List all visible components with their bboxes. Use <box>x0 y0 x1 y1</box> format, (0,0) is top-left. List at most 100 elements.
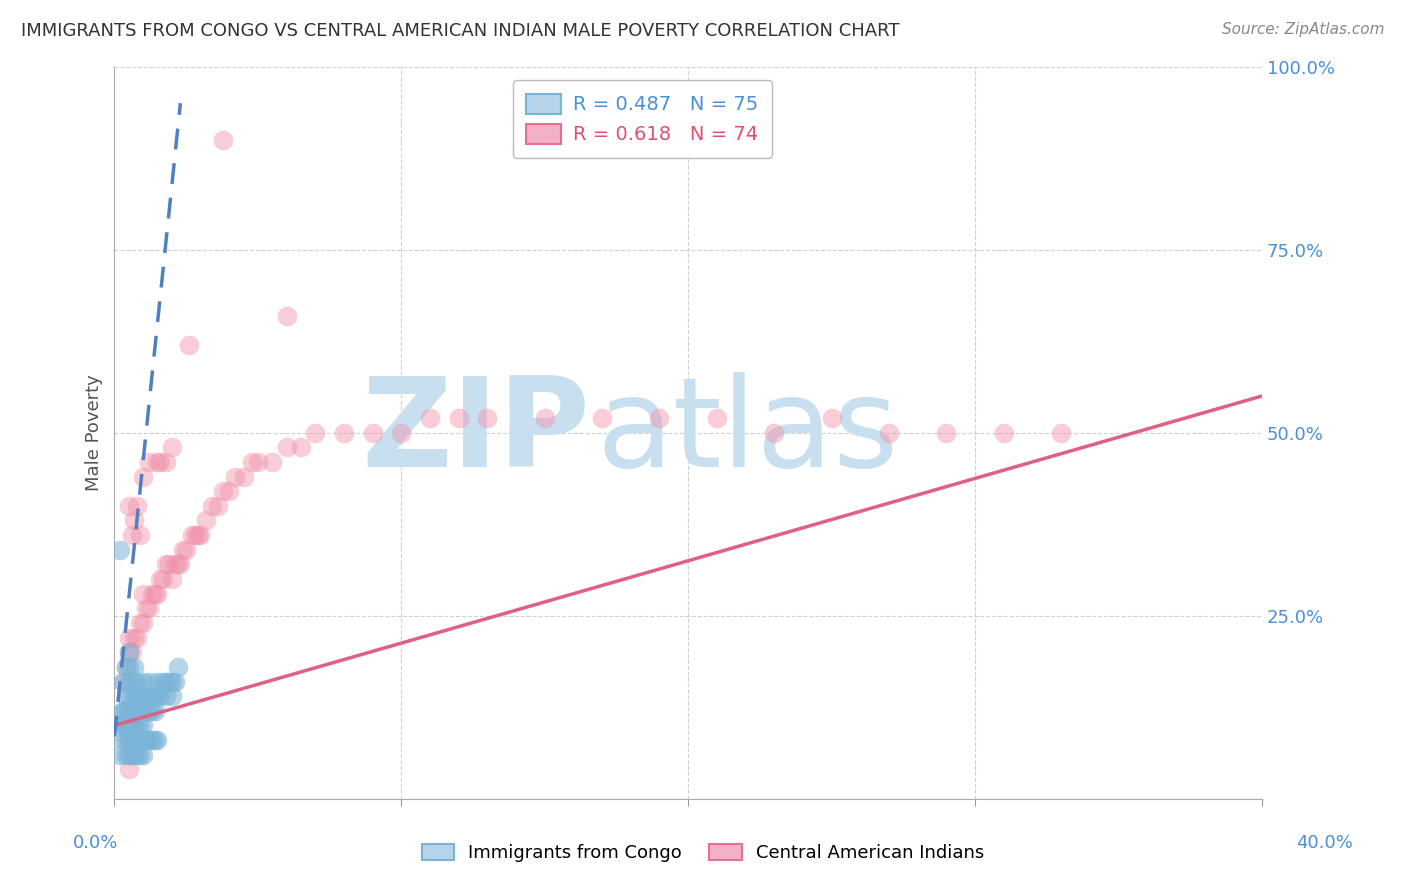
Point <box>118 660 141 674</box>
Point <box>118 763 141 777</box>
Point <box>115 747 138 762</box>
Point <box>993 425 1015 440</box>
Point <box>132 615 155 630</box>
Point <box>132 733 155 747</box>
Point <box>157 674 180 689</box>
Point <box>212 484 235 499</box>
Point <box>146 674 169 689</box>
Point <box>166 558 188 572</box>
Point <box>304 425 326 440</box>
Point <box>121 733 143 747</box>
Point <box>124 660 146 674</box>
Point <box>212 133 235 147</box>
Point <box>118 689 141 703</box>
Point <box>118 718 141 732</box>
Point <box>155 689 177 703</box>
Point <box>290 440 312 454</box>
Point <box>138 455 160 469</box>
Point <box>115 660 138 674</box>
Point <box>121 718 143 732</box>
Point <box>152 572 174 586</box>
Point <box>118 733 141 747</box>
Point <box>163 674 186 689</box>
Point <box>706 411 728 425</box>
Point <box>246 455 269 469</box>
Point <box>127 499 149 513</box>
Point <box>533 411 555 425</box>
Point <box>143 689 166 703</box>
Point <box>127 674 149 689</box>
Point <box>135 601 157 615</box>
Point <box>127 704 149 718</box>
Point <box>127 631 149 645</box>
Legend: R = 0.487   N = 75, R = 0.618   N = 74: R = 0.487 N = 75, R = 0.618 N = 74 <box>513 80 772 158</box>
Point <box>129 747 152 762</box>
Point <box>149 455 172 469</box>
Legend: Immigrants from Congo, Central American Indians: Immigrants from Congo, Central American … <box>415 837 991 870</box>
Point <box>174 542 197 557</box>
Point <box>152 674 174 689</box>
Point <box>108 718 131 732</box>
Point <box>155 674 177 689</box>
Point <box>141 587 163 601</box>
Point <box>124 514 146 528</box>
Text: ZIP: ZIP <box>361 372 591 493</box>
Point <box>477 411 499 425</box>
Point <box>115 718 138 732</box>
Point <box>143 733 166 747</box>
Point <box>111 674 134 689</box>
Point <box>149 572 172 586</box>
Point <box>141 733 163 747</box>
Point <box>143 704 166 718</box>
Point <box>146 455 169 469</box>
Point <box>276 440 298 454</box>
Point <box>141 689 163 703</box>
Point <box>115 718 138 732</box>
Point <box>160 572 183 586</box>
Point <box>129 689 152 703</box>
Point <box>132 718 155 732</box>
Text: IMMIGRANTS FROM CONGO VS CENTRAL AMERICAN INDIAN MALE POVERTY CORRELATION CHART: IMMIGRANTS FROM CONGO VS CENTRAL AMERICA… <box>21 22 900 40</box>
Point <box>143 587 166 601</box>
Point <box>111 674 134 689</box>
Point <box>118 645 141 659</box>
Point <box>389 425 412 440</box>
Point <box>155 455 177 469</box>
Point <box>127 689 149 703</box>
Text: 0.0%: 0.0% <box>73 834 118 852</box>
Point <box>118 718 141 732</box>
Point <box>124 718 146 732</box>
Point <box>276 309 298 323</box>
Point <box>180 528 202 542</box>
Point <box>135 733 157 747</box>
Point <box>166 660 188 674</box>
Point <box>127 718 149 732</box>
Point <box>447 411 470 425</box>
Point <box>132 747 155 762</box>
Point <box>115 733 138 747</box>
Point <box>184 528 207 542</box>
Point <box>160 689 183 703</box>
Point <box>118 704 141 718</box>
Point <box>124 689 146 703</box>
Point <box>138 733 160 747</box>
Point <box>135 689 157 703</box>
Point <box>138 704 160 718</box>
Point <box>115 704 138 718</box>
Point <box>146 587 169 601</box>
Point <box>207 499 229 513</box>
Point <box>118 674 141 689</box>
Point <box>127 733 149 747</box>
Point <box>141 704 163 718</box>
Point <box>121 645 143 659</box>
Point <box>118 733 141 747</box>
Point <box>118 645 141 659</box>
Point <box>118 631 141 645</box>
Point <box>333 425 356 440</box>
Point <box>201 499 224 513</box>
Point <box>132 689 155 703</box>
Point <box>195 514 218 528</box>
Point <box>157 558 180 572</box>
Point <box>169 558 191 572</box>
Point <box>132 587 155 601</box>
